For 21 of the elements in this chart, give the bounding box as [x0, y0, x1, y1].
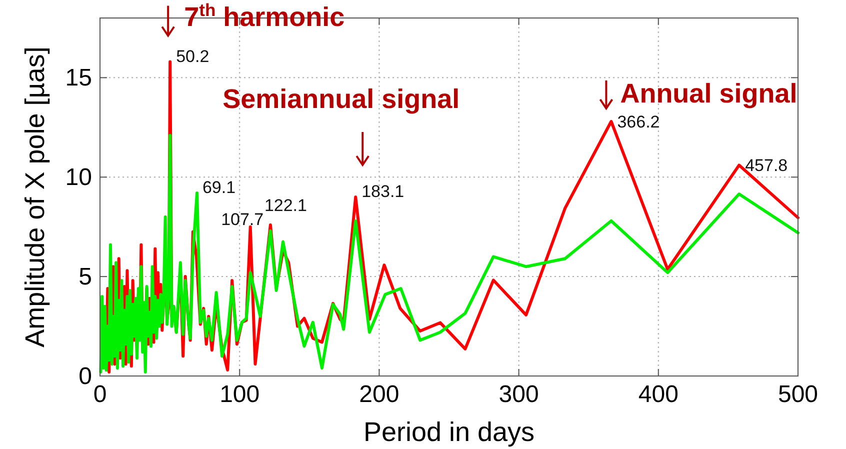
annotation: 366.2	[617, 112, 660, 132]
x-tick-label: 300	[498, 381, 539, 408]
annotation: 457.8	[745, 156, 788, 176]
annotation: 69.1	[202, 178, 236, 198]
annotation: Semiannual signal	[222, 84, 460, 114]
x-tick-label: 400	[638, 381, 678, 408]
x-tick-label: 100	[220, 381, 260, 408]
y-tick-label: 15	[65, 64, 92, 92]
annotation: 122.1	[264, 196, 307, 215]
line-series	[99, 134, 800, 374]
y-tick-label: 5	[78, 264, 92, 291]
y-tick-label: 10	[65, 164, 92, 192]
y-tick-label: 0	[78, 363, 92, 390]
annotation: 50.2	[176, 46, 210, 66]
x-axis-title: Period in days	[363, 417, 535, 447]
annotation: 183.1	[362, 182, 404, 201]
annotation: 107.7	[221, 210, 264, 229]
x-tick-label: 500	[778, 381, 818, 408]
annotation: Annual signal	[620, 78, 798, 108]
x-tick-label: 200	[359, 381, 400, 408]
y-axis-title: Amplitude of X pole [µas]	[20, 46, 50, 348]
